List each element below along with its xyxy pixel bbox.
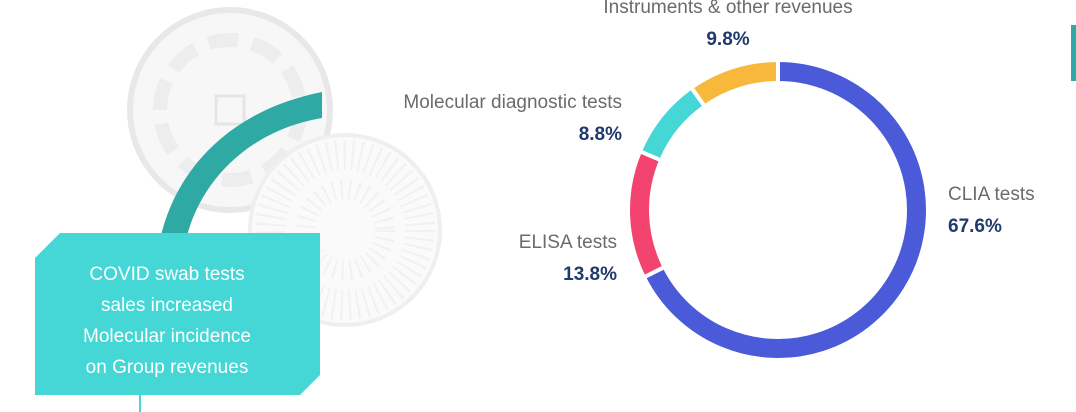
callout-text: COVID swab tests: [89, 264, 244, 285]
donut-slice: [637, 84, 708, 163]
donut-slice: [688, 57, 780, 110]
slice-label: ELISA tests: [519, 232, 617, 253]
donut-slice: [626, 148, 668, 280]
callout-text: Molecular incidence: [83, 326, 251, 347]
callout-text: sales increased: [101, 295, 233, 316]
slice-value: 67.6%: [948, 216, 1002, 237]
slice-label: Molecular diagnostic tests: [403, 92, 622, 113]
slice-label: CLIA tests: [948, 184, 1035, 205]
slice-label: Instruments & other revenues: [603, 0, 852, 18]
side-accent: [1071, 25, 1076, 81]
slice-value: 8.8%: [579, 124, 622, 145]
callout-text: on Group revenues: [86, 357, 249, 378]
donut-slice: [641, 57, 930, 362]
slice-value: 13.8%: [563, 264, 617, 285]
callout-pointer: [160, 92, 322, 240]
callout-box: [35, 233, 320, 395]
slice-value: 9.8%: [706, 29, 749, 50]
